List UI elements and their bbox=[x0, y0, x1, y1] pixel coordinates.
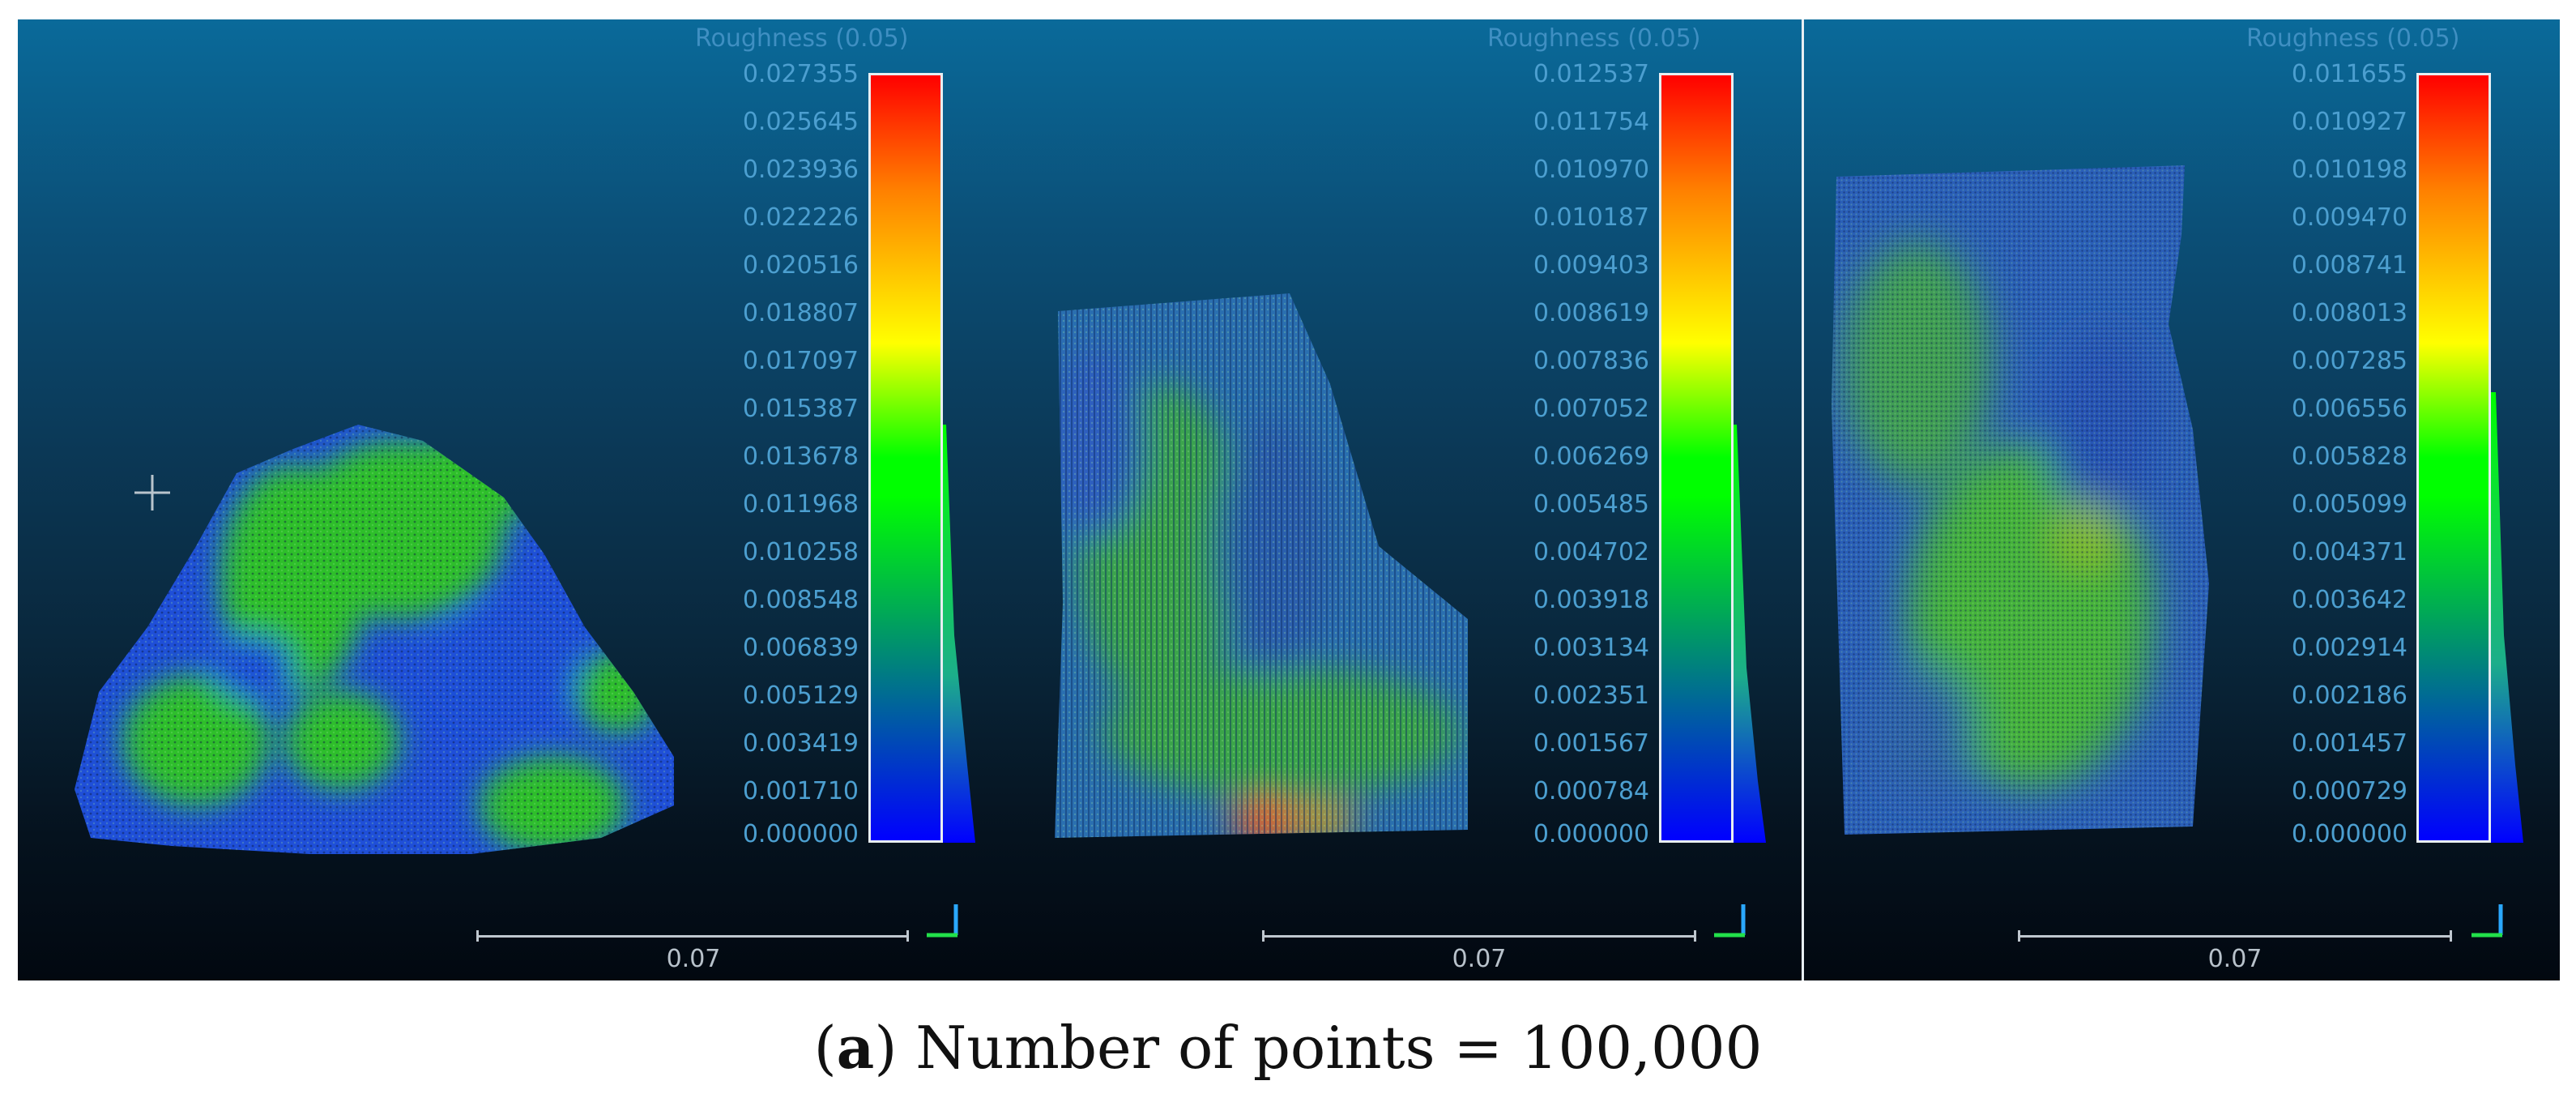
tick-label: 0.010187 bbox=[1533, 203, 1649, 232]
tick-label: 0.006556 bbox=[2291, 395, 2408, 423]
tick-label: 0.008013 bbox=[2291, 299, 2408, 327]
scale-bar bbox=[1262, 935, 1696, 938]
tick-label: 0.008619 bbox=[1533, 299, 1649, 327]
tick-label: 0.007836 bbox=[1533, 347, 1649, 375]
tick-label: 0.006269 bbox=[1533, 442, 1649, 471]
tick-label: 0.013678 bbox=[742, 442, 859, 471]
tick-label: 0.002186 bbox=[2291, 681, 2408, 710]
scale-bar-cap bbox=[1262, 930, 1265, 942]
scale-bar-cap bbox=[476, 930, 479, 942]
point-cloud-slab[interactable] bbox=[1828, 162, 2233, 859]
panel-2: Roughness (0.05) 0.012537 0.011754 0.010… bbox=[1014, 19, 1802, 980]
scalar-field-title: Roughness (0.05) bbox=[695, 24, 909, 53]
histogram bbox=[2491, 392, 2523, 843]
tick-label: 0.022226 bbox=[742, 203, 859, 232]
tick-label: 0.003918 bbox=[1533, 586, 1649, 614]
tick-label: 0.010198 bbox=[2291, 156, 2408, 184]
tick-label: 0.001710 bbox=[742, 777, 859, 805]
scale-bar-cap bbox=[1694, 930, 1696, 942]
tick-label: 0.000000 bbox=[1533, 820, 1649, 848]
tick-label: 0.011754 bbox=[1533, 108, 1649, 136]
3d-viewport[interactable]: Roughness (0.05) 0.027355 0.025645 0.023… bbox=[18, 19, 2560, 980]
tick-label: 0.025645 bbox=[742, 108, 859, 136]
caption-letter: a bbox=[836, 1013, 875, 1082]
tick-label: 0.009470 bbox=[2291, 203, 2408, 232]
tick-label: 0.003134 bbox=[1533, 634, 1649, 662]
tick-label: 0.010927 bbox=[2291, 108, 2408, 136]
tick-label: 0.023936 bbox=[742, 156, 859, 184]
tick-label: 0.007285 bbox=[2291, 347, 2408, 375]
tick-label: 0.000729 bbox=[2291, 777, 2408, 805]
tick-label: 0.008548 bbox=[742, 586, 859, 614]
tick-label: 0.005099 bbox=[2291, 490, 2408, 519]
scale-bar bbox=[476, 935, 909, 938]
axis-triad-icon bbox=[927, 904, 958, 938]
scale-bar-label: 0.07 bbox=[2207, 945, 2263, 973]
point-cloud-rock[interactable] bbox=[50, 287, 698, 870]
scale-bar-label: 0.07 bbox=[1452, 945, 1507, 973]
tick-label: 0.007052 bbox=[1533, 395, 1649, 423]
tick-label: 0.027355 bbox=[742, 60, 859, 88]
tick-label: 0.004702 bbox=[1533, 538, 1649, 566]
tick-label: 0.008741 bbox=[2291, 251, 2408, 280]
tick-label: 0.015387 bbox=[742, 395, 859, 423]
color-scale-bar bbox=[868, 73, 943, 843]
tick-label: 0.011968 bbox=[742, 490, 859, 519]
tick-label: 0.005828 bbox=[2291, 442, 2408, 471]
caption-text: Number of points = 100,000 bbox=[897, 1014, 1763, 1082]
tick-label: 0.003419 bbox=[742, 729, 859, 758]
tick-label: 0.017097 bbox=[742, 347, 859, 375]
tick-label: 0.000000 bbox=[742, 820, 859, 848]
tick-label: 0.001567 bbox=[1533, 729, 1649, 758]
tick-label: 0.001457 bbox=[2291, 729, 2408, 758]
tick-label: 0.010970 bbox=[1533, 156, 1649, 184]
scalar-field-title: Roughness (0.05) bbox=[1487, 24, 1701, 53]
tick-label: 0.012537 bbox=[1533, 60, 1649, 88]
tick-label: 0.005129 bbox=[742, 681, 859, 710]
tick-label: 0.002914 bbox=[2291, 634, 2408, 662]
point-cloud-block[interactable] bbox=[1014, 279, 1468, 862]
panel-3: Roughness (0.05) 0.011655 0.010927 0.010… bbox=[1804, 19, 2560, 980]
scale-bar bbox=[2018, 935, 2452, 938]
scale-bar-cap bbox=[906, 930, 909, 942]
tick-label: 0.006839 bbox=[742, 634, 859, 662]
tick-label: 0.000000 bbox=[2291, 820, 2408, 848]
tick-label: 0.018807 bbox=[742, 299, 859, 327]
scale-bar-cap bbox=[2018, 930, 2020, 942]
tick-label: 0.020516 bbox=[742, 251, 859, 280]
tick-label: 0.011655 bbox=[2291, 60, 2408, 88]
figure-caption: (a) Number of points = 100,000 bbox=[813, 1013, 1763, 1082]
tick-label: 0.004371 bbox=[2291, 538, 2408, 566]
axis-triad-icon bbox=[2472, 904, 2503, 938]
tick-label: 0.005485 bbox=[1533, 490, 1649, 519]
color-scale-bar bbox=[1659, 73, 1734, 843]
histogram bbox=[1734, 425, 1766, 843]
scale-bar-label: 0.07 bbox=[666, 945, 721, 973]
tick-label: 0.002351 bbox=[1533, 681, 1649, 710]
tick-label: 0.010258 bbox=[742, 538, 859, 566]
panel-1: Roughness (0.05) 0.027355 0.025645 0.023… bbox=[18, 19, 1014, 980]
axis-triad-icon bbox=[1714, 904, 1746, 938]
panel-divider bbox=[1802, 19, 1804, 980]
crosshair-icon bbox=[134, 475, 170, 511]
color-scale-bar bbox=[2416, 73, 2491, 843]
tick-label: 0.003642 bbox=[2291, 586, 2408, 614]
histogram bbox=[943, 425, 975, 843]
tick-label: 0.000784 bbox=[1533, 777, 1649, 805]
tick-label: 0.009403 bbox=[1533, 251, 1649, 280]
scale-bar-cap bbox=[2450, 930, 2452, 942]
scalar-field-title: Roughness (0.05) bbox=[2246, 24, 2460, 53]
